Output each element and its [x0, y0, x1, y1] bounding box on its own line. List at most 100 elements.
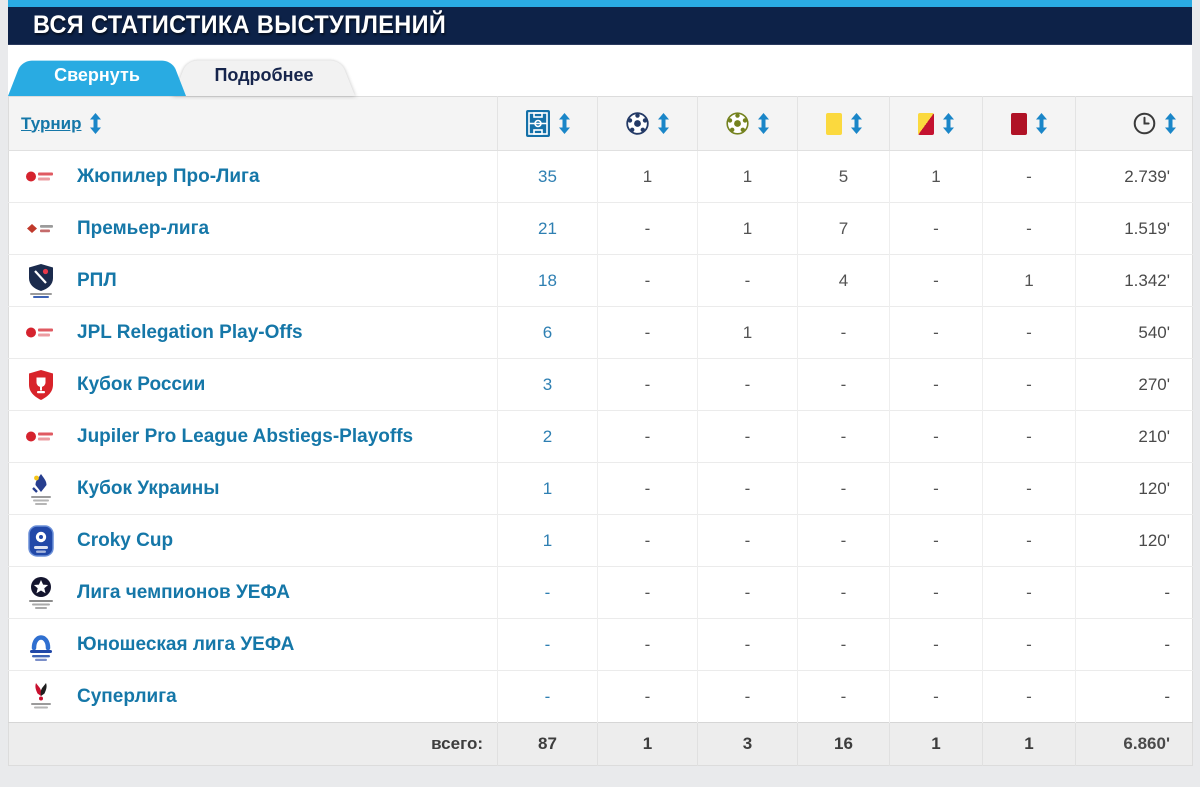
- yellow-red-cards-value: -: [889, 254, 983, 307]
- tournament-link[interactable]: JPL Relegation Play-Offs: [77, 321, 303, 343]
- logo-superliga-icon: [19, 681, 63, 713]
- table-row: Юношеская лига УЕФА - - - - - - -: [8, 618, 1193, 671]
- column-header-minutes[interactable]: [1075, 96, 1193, 151]
- red-cards-value: -: [982, 618, 1076, 671]
- yellow-red-cards-value: -: [889, 462, 983, 515]
- table-header-row: Турнир: [8, 96, 1193, 151]
- sort-icon: [658, 113, 669, 134]
- tournament-link[interactable]: Юношеская лига УЕФА: [77, 633, 295, 655]
- red-cards-value: -: [982, 358, 1076, 411]
- logo-uefa-champions-league-icon: [19, 576, 63, 610]
- yellow-card-icon: [825, 112, 842, 135]
- yellow-red-cards-value: -: [889, 410, 983, 463]
- column-header-assists[interactable]: [697, 96, 798, 151]
- assists-value: -: [697, 514, 798, 567]
- minutes-value: 540': [1075, 306, 1193, 359]
- logo-jupiler-abstiegs-icon: [19, 430, 63, 443]
- tournament-link[interactable]: Лига чемпионов УЕФА: [77, 581, 290, 603]
- goals-value: -: [597, 254, 698, 307]
- total-matches: 87: [497, 722, 598, 766]
- column-header-tournament[interactable]: Турнир: [8, 96, 498, 151]
- goals-value: -: [597, 618, 698, 671]
- yellow-red-cards-value: -: [889, 358, 983, 411]
- tournament-link[interactable]: Жюпилер Про-Лига: [77, 165, 260, 187]
- yellow-red-cards-value: -: [889, 514, 983, 567]
- sort-icon: [1036, 113, 1047, 134]
- sort-icon: [1165, 113, 1176, 134]
- goals-value: -: [597, 358, 698, 411]
- tabs-strip: Свернуть Подробнее: [8, 45, 1192, 96]
- logo-ukrainian-cup-icon: [19, 472, 63, 506]
- matches-value: 3: [497, 358, 598, 411]
- goals-value: 1: [597, 150, 698, 203]
- matches-value: 1: [497, 514, 598, 567]
- red-cards-value: -: [982, 306, 1076, 359]
- total-label: всего:: [8, 722, 498, 766]
- tournament-link[interactable]: Кубок Украины: [77, 477, 220, 499]
- logo-rpl-icon: [19, 263, 63, 299]
- yellow-cards-value: -: [797, 670, 890, 723]
- total-yellow-red-cards: 1: [889, 722, 983, 766]
- assists-ball-icon: [726, 112, 749, 135]
- column-header-yellow-cards[interactable]: [797, 96, 890, 151]
- tournament-header-link[interactable]: Турнир: [21, 113, 82, 133]
- goals-value: -: [597, 670, 698, 723]
- tournament-link[interactable]: Кубок России: [77, 373, 206, 395]
- minutes-value: -: [1075, 566, 1193, 619]
- table-row: Jupiler Pro League Abstiegs-Playoffs 2 -…: [8, 410, 1193, 463]
- minutes-value: 2.739': [1075, 150, 1193, 203]
- matches-value: 18: [497, 254, 598, 307]
- sort-icon: [558, 113, 570, 134]
- table-row: Суперлига - - - - - - -: [8, 670, 1193, 723]
- yellow-cards-value: 5: [797, 150, 890, 203]
- yellow-cards-value: -: [797, 358, 890, 411]
- assists-value: -: [697, 410, 798, 463]
- matches-value: -: [497, 618, 598, 671]
- assists-value: -: [697, 462, 798, 515]
- tab-collapse[interactable]: Свернуть: [8, 54, 186, 96]
- column-header-yellow-red-cards[interactable]: [889, 96, 983, 151]
- column-header-matches[interactable]: [497, 96, 598, 151]
- assists-value: 1: [697, 306, 798, 359]
- logo-uefa-youth-league-icon: [19, 628, 63, 662]
- assists-value: -: [697, 618, 798, 671]
- stats-panel: ВСЯ СТАТИСТИКА ВЫСТУПЛЕНИЙ Свернуть Подр…: [8, 0, 1193, 766]
- column-header-red-cards[interactable]: [982, 96, 1076, 151]
- minutes-value: 120': [1075, 514, 1193, 567]
- assists-value: -: [697, 254, 798, 307]
- yellow-red-cards-value: -: [889, 670, 983, 723]
- yellow-cards-value: 4: [797, 254, 890, 307]
- table-row: Жюпилер Про-Лига 35 1 1 5 1 - 2.739': [8, 150, 1193, 203]
- minutes-value: 1.519': [1075, 202, 1193, 255]
- tournament-link[interactable]: РПЛ: [77, 269, 117, 291]
- red-cards-value: -: [982, 150, 1076, 203]
- total-yellow-cards: 16: [797, 722, 890, 766]
- yellow-red-cards-value: -: [889, 202, 983, 255]
- table-row: Лига чемпионов УЕФА - - - - - - -: [8, 566, 1193, 619]
- total-goals: 1: [597, 722, 698, 766]
- sort-icon: [758, 113, 769, 134]
- minutes-value: 210': [1075, 410, 1193, 463]
- matches-value: -: [497, 566, 598, 619]
- tournament-link[interactable]: Jupiler Pro League Abstiegs-Playoffs: [77, 425, 414, 447]
- tournament-link[interactable]: Croky Cup: [77, 529, 174, 551]
- sort-icon: [943, 113, 954, 134]
- sort-icon: [90, 113, 102, 134]
- goals-value: -: [597, 202, 698, 255]
- page-title-bar: ВСЯ СТАТИСТИКА ВЫСТУПЛЕНИЙ: [8, 0, 1192, 45]
- assists-value: 1: [697, 150, 798, 203]
- table-row: Кубок России 3 - - - - - 270': [8, 358, 1193, 411]
- yellow-cards-value: -: [797, 618, 890, 671]
- total-row: всего: 87 1 3 16 1 1 6.860': [8, 722, 1193, 766]
- tournament-link[interactable]: Премьер-лига: [77, 217, 210, 239]
- red-cards-value: -: [982, 566, 1076, 619]
- tab-details[interactable]: Подробнее: [173, 54, 355, 96]
- column-header-goals[interactable]: [597, 96, 698, 151]
- table-row: Премьер-лига 21 - 1 7 - - 1.519': [8, 202, 1193, 255]
- page-title: ВСЯ СТАТИСТИКА ВЫСТУПЛЕНИЙ: [33, 11, 447, 39]
- logo-jupiler-pro-league-icon: [19, 170, 63, 183]
- red-cards-value: -: [982, 670, 1076, 723]
- tournament-link[interactable]: Суперлига: [77, 685, 177, 707]
- total-red-cards: 1: [982, 722, 1076, 766]
- total-assists: 3: [697, 722, 798, 766]
